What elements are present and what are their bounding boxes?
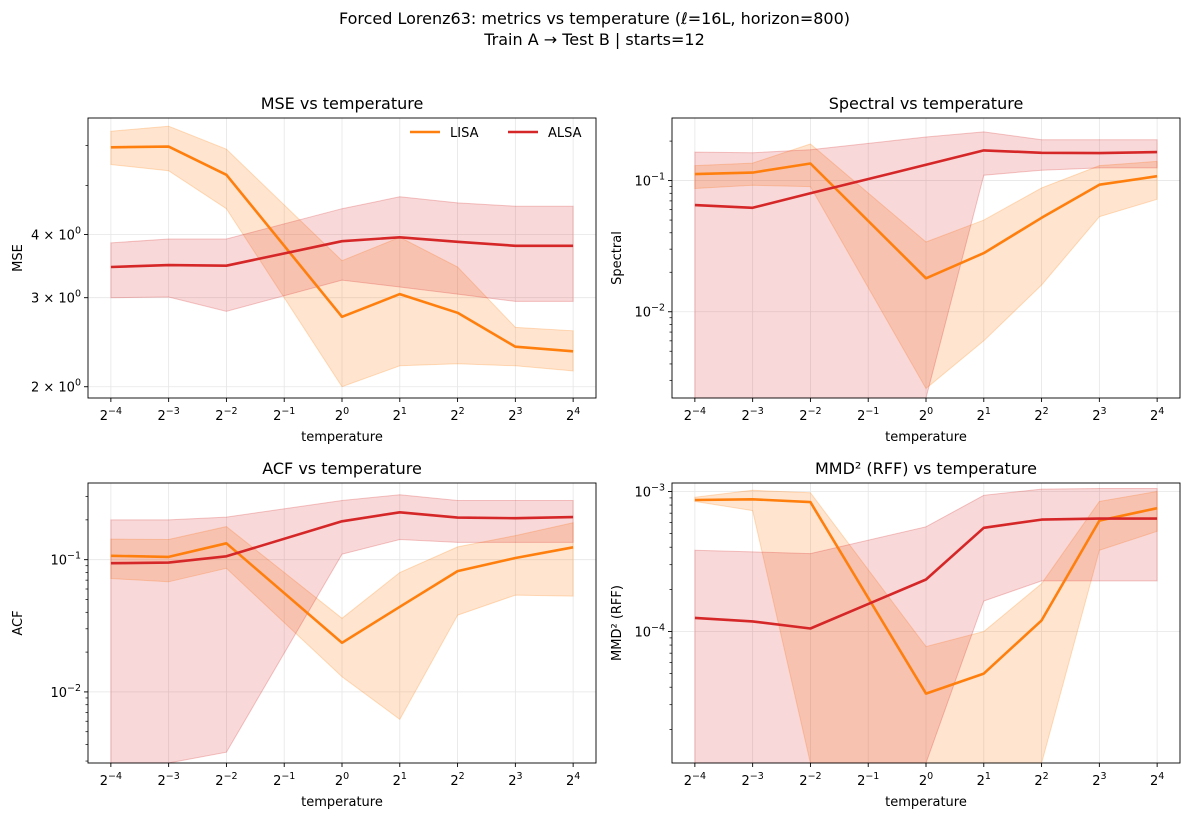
lisa-line [694,498,1158,695]
x-tick-label: 2−4 [684,406,706,424]
y-tick-label: 3 × 100 [31,289,81,307]
x-tick-label: 23 [1092,406,1106,424]
alsa-line [110,236,574,269]
x-axis-label: temperature [301,795,383,810]
x-tick-label: 20 [919,406,933,424]
figure-title-line-2: Train A → Test B | starts=12 [484,30,705,49]
x-tick-label: 22 [450,771,464,789]
subplot-title: MSE vs temperature [261,94,424,113]
lisa-band [110,125,574,388]
figure-title: Forced Lorenz63: metrics vs temperature … [0,8,1189,50]
y-axis-label: ACF [11,610,26,635]
x-tick-label: 2−3 [157,406,179,424]
lisa-line [694,162,1158,280]
y-tick-label: 10−2 [50,683,81,701]
x-tick-label: 21 [393,406,407,424]
x-tick-label: 20 [335,771,349,789]
alsa-band [110,494,574,764]
x-tick-label: 2−3 [741,771,763,789]
subplot-title: ACF vs temperature [262,459,422,478]
x-tick-label: 24 [1150,771,1164,789]
x-tick-label: 2−3 [157,771,179,789]
x-tick-label: 23 [508,406,522,424]
alsa-line [694,149,1158,210]
x-tick-label: 24 [566,771,580,789]
x-tick-label: 21 [393,771,407,789]
y-tick-label: 4 × 100 [31,226,81,244]
legend: LISA ALSA [410,126,582,141]
legend-label-lisa: LISA [450,126,479,141]
x-tick-label: 2−1 [857,771,879,789]
x-axis-label: temperature [885,430,967,445]
alsa-line [110,510,574,565]
x-axis-label: temperature [301,430,383,445]
x-tick-label: 22 [1034,771,1048,789]
x-tick-label: 2−2 [799,406,821,424]
x-tick-label: 21 [977,406,991,424]
x-tick-label: 2−3 [741,406,763,424]
x-tick-label: 2−4 [684,771,706,789]
x-tick-label: 2−2 [799,771,821,789]
x-tick-label: 23 [1092,771,1106,789]
subplot-4: 2−4 2−3 2−2 2−1 20 21 22 23 24 10−4 10−3 MMD² (RFF)… [610,459,1181,810]
x-tick-label: 2−1 [857,406,879,424]
subplot-title: Spectral vs temperature [829,94,1024,113]
x-tick-label: 20 [919,771,933,789]
x-tick-label: 2−2 [215,406,237,424]
y-tick-label: 10−4 [634,622,665,640]
subplot-title: MMD² (RFF) vs temperature [815,459,1037,478]
lisa-line [110,542,574,645]
x-tick-label: 24 [1150,406,1164,424]
alsa-band [110,196,574,312]
x-tick-label: 22 [450,406,464,424]
lisa-band [694,143,1158,390]
x-tick-label: 2−2 [215,771,237,789]
subplot-2: 2−4 2−3 2−2 2−1 20 21 22 23 24 10−2 10−1 Spectral v… [610,94,1181,445]
y-tick-label: 10−2 [634,303,665,321]
x-tick-label: 2−1 [273,771,295,789]
x-tick-label: 21 [977,771,991,789]
y-tick-label: 10−1 [634,172,665,190]
subplot-3: 2−4 2−3 2−2 2−1 20 21 22 23 24 10−2 10−1 ACF vs tem… [11,459,597,810]
x-tick-label: 24 [566,406,580,424]
x-tick-label: 22 [1034,406,1048,424]
y-axis-label: MMD² (RFF) [610,585,625,661]
y-tick-label: 2 × 100 [31,378,81,396]
x-tick-label: 2−1 [273,406,295,424]
subplot-1: 2−4 2−3 2−2 2−1 20 21 22 23 24 2 × 100 3 × 100 4 × … [11,94,597,445]
x-tick-label: 2−4 [100,406,122,424]
y-axis-label: MSE [11,244,26,272]
y-tick-label: 10−1 [50,551,81,569]
figure-title-line-1: Forced Lorenz63: metrics vs temperature … [338,9,851,28]
x-tick-label: 23 [508,771,522,789]
y-axis-label: Spectral [610,231,625,285]
alsa-line [694,517,1158,630]
x-tick-label: 20 [335,406,349,424]
x-tick-label: 2−4 [100,771,122,789]
lisa-line [110,145,574,353]
y-tick-label: 10−3 [634,482,665,500]
legend-label-alsa: ALSA [548,126,582,141]
x-axis-label: temperature [885,795,967,810]
